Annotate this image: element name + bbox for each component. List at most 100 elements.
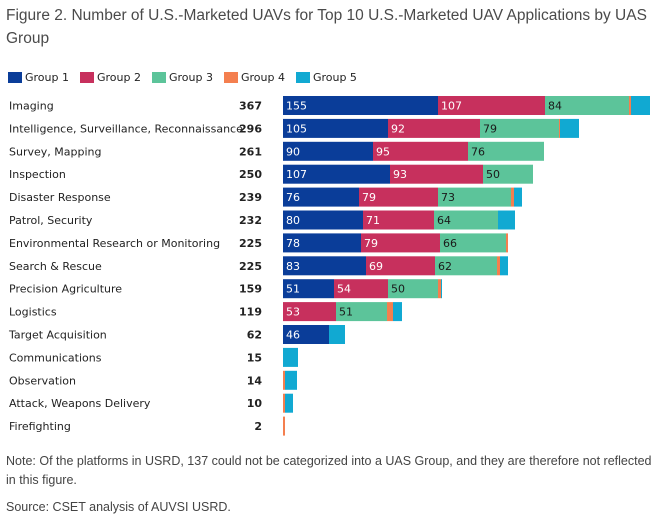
legend-swatch [8,71,22,83]
bar-segment-group-5 [283,347,298,367]
bar-segment-group-5 [631,96,650,115]
bar-segment-group-2 [334,279,388,299]
bar-value-label: 46 [286,329,300,342]
legend-label: Group 4 [240,70,285,84]
category-label: Patrol, Security [9,214,93,227]
bar-value-label: 79 [483,122,497,135]
category-label: Survey, Mapping [9,145,101,158]
bar-value-label: 54 [337,283,351,296]
bar-segment-group-3 [336,302,387,322]
bar-segment-group-3 [438,187,511,207]
bar-value-label: 50 [391,283,405,296]
bar-value-label: 90 [286,145,300,158]
bar-value-label: 64 [437,214,451,227]
bar-segment-group-3 [480,118,559,138]
total-label: 239 [239,191,262,204]
category-label: Firefighting [9,420,71,433]
category-label: Observation [9,374,76,387]
bar-segment-group-5 [500,256,508,276]
bar-segment-group-1 [283,279,334,299]
total-label: 225 [239,260,262,273]
bar-segment-group-1 [283,187,359,207]
category-label: Inspection [9,168,66,181]
bar-segment-group-2 [366,256,435,276]
bar-segment-group-2 [388,118,480,138]
bar-value-label: 83 [286,260,300,273]
bar-value-label: 80 [286,214,300,227]
bar-segment-group-3 [440,233,506,253]
bar-value-label: 51 [339,306,353,319]
bar-value-label: 76 [286,191,300,204]
bar-value-label: 105 [286,122,307,135]
bar-value-label: 155 [286,100,307,113]
legend-label: Group 3 [168,70,213,84]
bar-segment-group-1 [283,210,363,230]
total-label: 2 [254,420,262,433]
figure-note: Note: Of the platforms in USRD, 137 coul… [6,454,652,487]
bar-segment-group-3 [388,279,438,299]
bar-value-label: 93 [393,168,407,181]
bar-value-label: 76 [471,145,485,158]
bar-segment-group-3 [483,164,533,184]
bar-segment-group-3 [435,256,497,276]
bar-value-label: 107 [286,168,307,181]
total-label: 14 [247,374,263,387]
category-label: Search & Rescue [9,260,102,273]
bar-segment-group-4 [283,393,285,413]
chart-legend: Group 1 Group 2 Group 3 Group 4 Group 5 [8,70,368,84]
total-label: 296 [239,122,262,135]
bar-value-label: 73 [441,191,455,204]
bar-segment-group-1 [283,118,388,138]
total-label: 225 [239,237,262,250]
figure-source: Source: CSET analysis of AUVSI USRD. [6,500,231,514]
bar-segment-group-4 [283,416,285,436]
bar-segment-group-2 [363,210,434,230]
stacked-bar-chart: Imaging 367 155 107 84 Intelligence, Surveill… [8,96,650,436]
bar-segment-group-4 [506,233,508,253]
bar-value-label: 66 [443,237,457,250]
bar-segment-group-4 [387,302,393,322]
category-label: Precision Agriculture [9,283,122,296]
bar-segment-group-3 [434,210,498,230]
legend-swatch [79,71,94,83]
total-label: 367 [239,100,262,113]
category-label: Logistics [9,306,57,319]
bar-segment-group-2 [359,187,438,207]
category-label: Target Acquisition [8,329,107,342]
bar-segment-group-5 [285,370,297,390]
bar-segment-group-4 [629,96,631,115]
category-label: Disaster Response [9,191,111,204]
legend-swatch [223,71,238,83]
bar-value-label: 50 [486,168,500,181]
total-label: 10 [247,397,263,410]
bar-segment-group-1 [283,141,373,161]
bar-segment-group-4 [511,187,514,207]
bar-segment-group-5 [560,118,579,138]
bar-value-label: 51 [286,283,300,296]
bar-segment-group-2 [438,96,545,115]
legend-item-group-2: Group 2 [79,71,141,84]
bar-segment-group-2 [361,233,440,253]
bar-segment-group-5 [441,279,442,299]
legend-item-group-4: Group 4 [223,70,285,84]
bar-value-label: 78 [286,237,300,250]
bar-value-label: 62 [438,260,452,273]
category-label: Environmental Research or Monitoring [9,237,220,250]
total-label: 62 [247,329,262,342]
total-label: 159 [239,283,262,296]
bar-segment-group-1 [283,233,361,253]
category-label: Imaging [9,100,54,113]
bar-value-label: 71 [366,214,380,227]
bar-segment-group-3 [468,141,544,161]
bar-value-label: 79 [364,237,378,250]
bar-segment-group-4 [559,118,560,138]
total-label: 250 [239,168,262,181]
bar-segment-group-4 [438,279,441,299]
bar-segment-group-2 [390,164,483,184]
bar-segment-group-5 [498,210,515,230]
bar-segment-group-2 [373,141,468,161]
bar-segment-group-4 [283,370,285,390]
bar-value-label: 53 [286,306,300,319]
bar-value-label: 95 [376,145,390,158]
bar-value-label: 79 [362,191,376,204]
